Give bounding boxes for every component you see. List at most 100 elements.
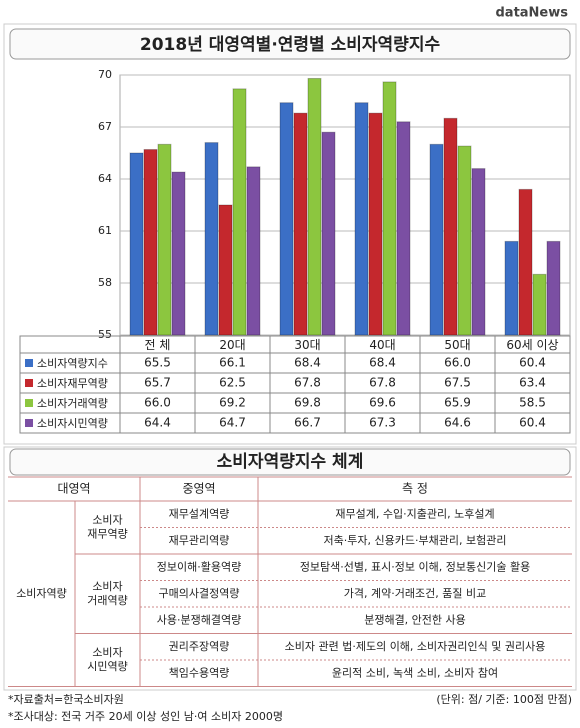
table-title: 소비자역량지수 체계 <box>217 452 364 472</box>
value-label: 65.5 <box>144 356 171 370</box>
bar <box>396 121 411 336</box>
x-tick-label: 20대 <box>219 338 245 352</box>
x-tick-label: 50대 <box>444 338 470 352</box>
sub-domain: 재무설계역량 <box>169 507 230 520</box>
legend-swatch <box>25 379 33 387</box>
value-label: 67.3 <box>369 416 396 430</box>
column-header: 중영역 <box>182 482 215 496</box>
unit: (단위: 점/ 기준: 100점 만점) <box>436 693 572 706</box>
legend-label: 소비자거래역량 <box>37 397 108 410</box>
table-frame <box>3 446 577 691</box>
sample: *조사대상: 전국 거주 20세 이상 성인 남·여 소비자 2000명 <box>8 710 283 723</box>
y-tick-label: 58 <box>98 276 112 289</box>
value-label: 64.6 <box>444 416 471 430</box>
value-label: 68.4 <box>369 356 396 370</box>
group-label: 소비자 시민역량 <box>87 646 127 673</box>
legend-swatch <box>25 359 33 367</box>
sub-domain: 재무관리역량 <box>169 534 230 547</box>
bar <box>457 145 472 336</box>
legend-swatch <box>25 419 33 427</box>
bar <box>279 102 294 336</box>
measure: 윤리적 소비, 녹색 소비, 소비자 참여 <box>332 666 498 679</box>
bar <box>443 117 458 336</box>
value-label: 60.4 <box>519 356 546 370</box>
value-label: 67.8 <box>369 376 396 390</box>
group-label: 소비자 재무역량 <box>87 514 127 541</box>
y-tick-label: 55 <box>98 328 112 341</box>
bar <box>143 149 158 336</box>
value-label: 60.4 <box>519 416 546 430</box>
group-label-line: 재무역량 <box>87 528 127 541</box>
x-tick-label: 전 체 <box>145 338 171 352</box>
bar <box>429 143 444 336</box>
source: *자료출처=한국소비자원 <box>8 693 124 706</box>
value-label: 66.7 <box>294 416 321 430</box>
column-header: 대영역 <box>57 482 90 496</box>
measure: 소비자 관련 법·제도의 이해, 소비자권리인식 및 권리사용 <box>285 639 546 653</box>
bar <box>232 88 247 336</box>
value-label: 69.6 <box>369 396 396 410</box>
y-tick-label: 61 <box>98 224 112 237</box>
y-tick-label: 64 <box>98 172 112 185</box>
measure: 분쟁해결, 안전한 사용 <box>364 612 466 626</box>
bar <box>246 166 261 336</box>
chart-title: 2018년 대영역별·연령별 소비자역량지수 <box>140 34 441 55</box>
y-tick-label: 67 <box>98 120 112 133</box>
x-tick-label: 60세 이상 <box>506 338 558 352</box>
logo: dataNews <box>495 6 568 21</box>
value-label: 69.2 <box>219 396 246 410</box>
sub-domain: 구매의사결정역량 <box>159 587 240 600</box>
measure: 가격, 계약·거래조건, 품질 비교 <box>344 586 486 600</box>
bar <box>546 240 561 336</box>
sub-domain: 사용·분쟁해결역량 <box>157 612 241 626</box>
value-label: 63.4 <box>519 376 546 390</box>
x-tick-label: 30대 <box>294 338 320 352</box>
group-label-line: 거래역량 <box>87 594 127 607</box>
sub-domain: 책임수용역량 <box>169 666 230 679</box>
bar <box>354 102 369 336</box>
value-label: 62.5 <box>219 376 246 390</box>
bar <box>307 77 322 336</box>
measure: 재무설계, 수입·지출관리, 노후설계 <box>335 507 494 520</box>
bar <box>504 240 519 336</box>
value-label: 64.7 <box>219 416 246 430</box>
domain-label: 소비자역량 <box>16 587 67 600</box>
bar <box>157 143 172 336</box>
group-label-line: 시민역량 <box>87 660 127 673</box>
column-header: 측 정 <box>402 482 428 496</box>
bar <box>204 142 219 336</box>
sub-domain: 정보이해·활용역량 <box>157 559 241 573</box>
legend-label: 소비자재무역량 <box>37 377 108 390</box>
legend-label: 소비자시민역량 <box>37 417 108 430</box>
bar <box>382 81 397 336</box>
sub-domain: 권리주장역량 <box>169 640 230 653</box>
title-box <box>9 448 571 476</box>
bar <box>129 152 144 336</box>
value-label: 67.8 <box>294 376 321 390</box>
bar <box>293 112 308 336</box>
value-label: 66.0 <box>444 356 471 370</box>
value-label: 65.7 <box>144 376 171 390</box>
title-box <box>9 28 571 60</box>
group-label-line: 소비자 <box>92 514 122 527</box>
bar <box>532 273 547 336</box>
bar <box>471 168 486 336</box>
value-label: 69.8 <box>294 396 321 410</box>
y-tick-label: 70 <box>98 68 112 81</box>
value-label: 66.1 <box>219 356 246 370</box>
legend-swatch <box>25 399 33 407</box>
bar <box>218 204 233 336</box>
value-label: 58.5 <box>519 396 546 410</box>
value-label: 66.0 <box>144 396 171 410</box>
plot-area <box>119 74 571 336</box>
bar <box>321 131 336 336</box>
measure: 정보탐색·선별, 표시·정보 이해, 정보통신기술 활용 <box>300 559 530 573</box>
bar <box>518 188 533 336</box>
data-table <box>19 335 571 434</box>
chart-frame <box>3 23 577 445</box>
group-label-line: 소비자 <box>92 580 122 593</box>
bar <box>171 171 186 336</box>
value-label: 64.4 <box>144 416 171 430</box>
group-label-line: 소비자 <box>92 646 122 659</box>
